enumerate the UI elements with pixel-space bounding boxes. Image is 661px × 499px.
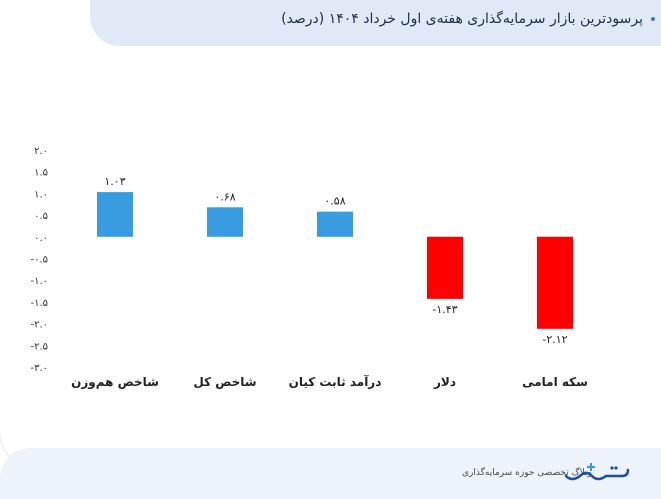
bar <box>427 236 463 299</box>
category-label: شاخص هم‌وزن <box>71 375 159 390</box>
data-label: ۰.۵۸ <box>324 195 345 208</box>
y-tick-label: -۲.۰ <box>30 320 48 331</box>
data-label: ۰.۶۸ <box>214 190 235 203</box>
y-tick-label: ۲.۰ <box>34 146 48 157</box>
footer-band <box>0 448 661 499</box>
bar <box>537 236 573 329</box>
bar <box>97 192 133 237</box>
category-label: شاخص کل <box>193 375 256 389</box>
bar <box>207 207 243 237</box>
y-tick-label: ۰.۵ <box>34 211 48 222</box>
sarmayeh-logo-icon[interactable] <box>562 458 634 488</box>
bar <box>317 211 353 237</box>
data-label: -۲.۱۲ <box>542 333 567 346</box>
title-bullet <box>651 17 655 21</box>
category-label: دلار <box>433 375 456 389</box>
y-tick-label: -۳.۰ <box>30 363 48 374</box>
y-tick-label: -۲.۵ <box>30 341 48 352</box>
y-tick-label: ۱.۵ <box>34 168 48 179</box>
y-tick-label: -۱.۰ <box>30 276 48 287</box>
y-tick-label: -۰.۵ <box>30 255 48 266</box>
header-band <box>90 0 661 46</box>
category-label: درآمد ثابت کیان <box>289 374 382 389</box>
y-tick-label: ۱.۰ <box>34 189 48 200</box>
data-labels: ۱.۰۳ ۰.۶۸ ۰.۵۸ -۱.۴۳ -۲.۱۲ <box>104 175 567 346</box>
y-tick-label: -۱.۵ <box>30 298 48 309</box>
footer-brand-text: وبلاگ تخصصی حوزه سرمایه‌گذاری <box>462 468 592 478</box>
bars <box>97 192 573 329</box>
data-label: ۱.۰۳ <box>104 175 125 188</box>
category-label: سکه امامی <box>522 375 588 389</box>
y-axis-ticks: ۲.۰ ۱.۵ ۱.۰ ۰.۵ ۰.۰ -۰.۵ -۱.۰ -۱.۵ -۲.۰ -۲.۵ -۳.۰ <box>30 146 48 374</box>
y-tick-label: ۰.۰ <box>34 233 48 244</box>
data-label: -۱.۴۳ <box>432 303 457 316</box>
category-labels: شاخص هم‌وزن شاخص کل درآمد ثابت کیان دلار سکه… <box>71 374 588 390</box>
chart-title: پرسودترین بازار سرمایه‌گذاری هفته‌ی اول … <box>281 11 643 27</box>
